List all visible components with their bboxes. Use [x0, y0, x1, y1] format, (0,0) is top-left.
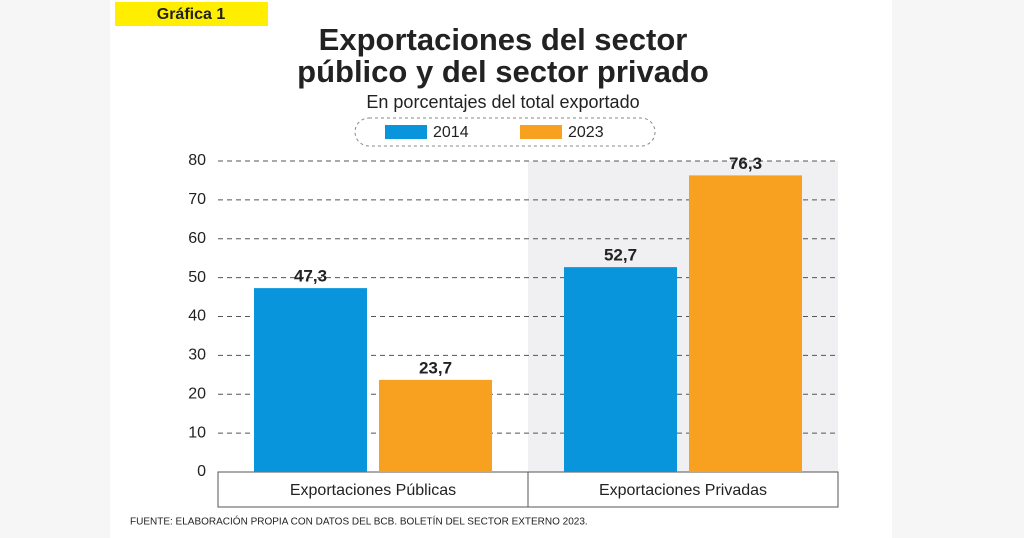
y-tick-label: 70 — [188, 191, 206, 208]
y-tick-label: 20 — [188, 385, 206, 402]
margin-right — [892, 0, 1024, 538]
y-tick-label: 30 — [188, 347, 206, 364]
y-tick-label: 40 — [188, 308, 206, 325]
bar — [689, 175, 802, 473]
y-tick-label: 0 — [197, 463, 206, 480]
legend-swatch — [520, 125, 562, 139]
y-tick-label: 50 — [188, 269, 206, 286]
legend-label: 2014 — [433, 124, 469, 141]
data-label: 47,3 — [294, 267, 327, 286]
source: FUENTE: ELABORACIÓN PROPIA CON DATOS DEL… — [130, 515, 588, 528]
data-label: 76,3 — [729, 154, 762, 173]
margin-left — [0, 0, 110, 538]
legend-box — [354, 117, 656, 147]
legend-swatch — [385, 125, 427, 139]
bar — [564, 267, 677, 472]
data-label: 23,7 — [419, 358, 452, 377]
badge: Gráfica 1 — [157, 6, 226, 23]
x-tick-label: Exportaciones Privadas — [599, 482, 767, 499]
chart-title: público y del sector privado — [297, 54, 709, 89]
chart-subtitle: En porcentajes del total exportado — [366, 92, 639, 112]
y-tick-label: 60 — [188, 230, 206, 247]
chart-title: Exportaciones del sector — [319, 22, 688, 57]
bar — [379, 379, 492, 472]
y-tick-label: 10 — [188, 424, 206, 441]
badge-bg — [115, 2, 268, 26]
y-tick-label: 80 — [188, 152, 206, 169]
bar — [254, 288, 367, 472]
data-label: 52,7 — [604, 246, 637, 265]
legend-label: 2023 — [568, 124, 604, 141]
x-tick-label: Exportaciones Públicas — [290, 482, 456, 499]
